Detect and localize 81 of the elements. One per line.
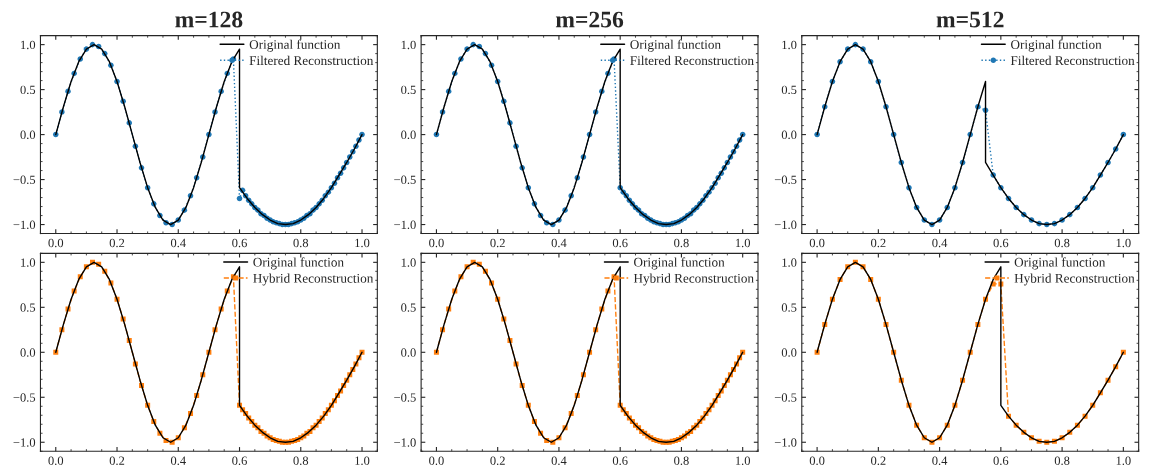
x-tick-label: 0.6 [993, 456, 1009, 465]
series-label: Original function [249, 39, 341, 52]
y-tick-label: −0.5 [13, 175, 36, 185]
x-tick-label: 1.0 [355, 456, 370, 465]
y-tick-label: 0.0 [20, 130, 36, 140]
x-tick-label: 0.0 [48, 238, 64, 248]
series-label: Original function [630, 39, 721, 52]
chart-title: m=512 [936, 11, 1004, 28]
x-tick-label: 0.8 [1054, 456, 1070, 465]
x-tick-label: 0.2 [109, 238, 125, 248]
x-tick-label: 0.8 [674, 238, 689, 248]
x-tick-label: 0.4 [551, 456, 567, 465]
x-tick-label: 1.0 [1116, 238, 1131, 248]
y-tick-label: 0.0 [781, 348, 797, 357]
y-tick-label: −1.0 [13, 438, 36, 447]
x-tick-label: 0.0 [809, 238, 825, 248]
y-tick-label: 0.0 [20, 348, 36, 357]
y-tick-label: 1.0 [782, 40, 797, 50]
y-tick-label: −1.0 [394, 438, 416, 447]
y-tick-label: 1.0 [21, 258, 36, 267]
y-tick-label: −1.0 [394, 220, 416, 230]
y-tick-label: 0.5 [781, 85, 797, 95]
y-tick-label: 1.0 [21, 40, 36, 50]
y-tick-label: 0.5 [781, 303, 797, 312]
x-tick-label: 0.2 [490, 238, 505, 248]
y-tick-label: −0.5 [774, 175, 797, 185]
legend-label: Hybrid Reconstruction [253, 273, 374, 286]
y-tick-label: −0.5 [394, 393, 416, 402]
x-tick-label: 0.4 [170, 238, 186, 248]
y-tick-label: −0.5 [13, 393, 36, 402]
x-tick-label: 0.8 [674, 456, 689, 465]
y-tick-label: 0.0 [401, 348, 416, 357]
x-tick-label: 0.6 [612, 456, 628, 465]
x-tick-label: 1.0 [355, 238, 370, 248]
series-label: Original function [253, 257, 344, 270]
y-tick-label: 0.5 [401, 85, 416, 95]
legend-label: Filtered Reconstruction [249, 55, 374, 66]
chart-title: m=256 [555, 11, 624, 28]
y-tick-label: 0.5 [20, 85, 36, 95]
x-tick-label: 0.6 [612, 238, 628, 248]
x-tick-label: 0.8 [293, 238, 309, 248]
y-tick-label: 1.0 [782, 258, 797, 267]
chart-title: m=128 [175, 11, 243, 28]
legend-label: Hybrid Reconstruction [633, 273, 754, 286]
x-tick-label: 1.0 [1116, 456, 1131, 465]
y-tick-label: 0.5 [20, 303, 36, 312]
x-tick-label: 0.2 [109, 456, 125, 465]
x-tick-label: 0.2 [871, 456, 886, 465]
series-label: Original function [1014, 257, 1106, 270]
x-tick-label: 0.4 [170, 456, 186, 465]
x-tick-label: 0.0 [429, 456, 444, 465]
y-tick-label: 0.5 [401, 303, 416, 312]
x-tick-label: 0.4 [551, 238, 567, 248]
y-tick-label: −1.0 [774, 438, 797, 447]
y-tick-label: 0.0 [781, 130, 797, 140]
series-label: Original function [634, 257, 725, 270]
y-tick-label: 1.0 [401, 40, 416, 50]
legend-label: Filtered Reconstruction [1010, 55, 1135, 66]
legend-label: Filtered Reconstruction [630, 55, 754, 66]
text: Original function [1011, 39, 1102, 52]
x-tick-label: 0.0 [809, 456, 825, 465]
y-tick-label: −1.0 [13, 220, 36, 230]
x-tick-label: 0.2 [871, 238, 886, 248]
x-tick-label: 0.2 [490, 456, 505, 465]
legend-label: Hybrid Reconstruction [1014, 273, 1135, 286]
x-tick-label: 0.4 [932, 456, 948, 465]
x-tick-label: 0.0 [429, 238, 444, 248]
y-tick-label: 1.0 [401, 258, 416, 267]
x-tick-label: 0.0 [48, 456, 64, 465]
x-tick-label: 0.6 [232, 238, 247, 248]
x-tick-label: 0.6 [232, 456, 247, 465]
y-tick-label: −1.0 [774, 220, 797, 230]
y-tick-label: −0.5 [774, 393, 797, 402]
x-tick-label: 1.0 [735, 238, 751, 248]
x-tick-label: 0.8 [1054, 238, 1070, 248]
x-tick-label: 0.6 [993, 238, 1009, 248]
y-tick-label: −0.5 [394, 175, 416, 185]
y-tick-label: 0.0 [401, 130, 416, 140]
x-tick-label: 0.8 [293, 456, 309, 465]
x-tick-label: 0.4 [932, 238, 948, 248]
x-tick-label: 1.0 [735, 456, 751, 465]
